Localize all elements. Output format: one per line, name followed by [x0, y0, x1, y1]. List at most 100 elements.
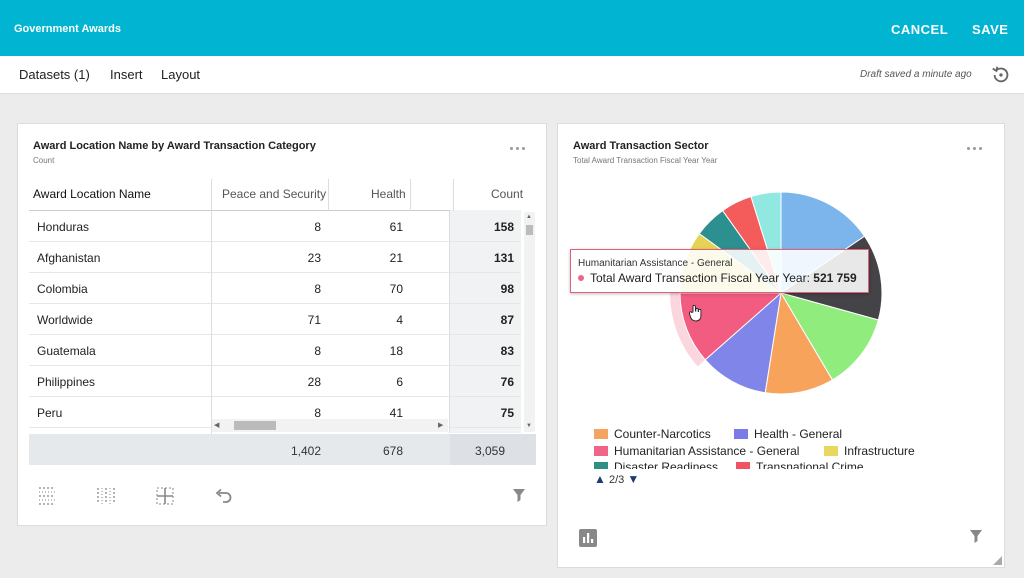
cell-peace: 71 [307, 313, 321, 327]
cell-health: 6 [396, 375, 403, 389]
cell-count: 83 [500, 344, 514, 358]
app-header: Government Awards CANCEL SAVE [0, 0, 1024, 56]
chart-type-icon[interactable] [579, 529, 597, 547]
cell-location: Philippines [37, 375, 96, 389]
tooltip-title: Humanitarian Assistance - General [578, 258, 733, 269]
scroll-left-arrow[interactable]: ◀ [214, 422, 220, 429]
legend-item-counter-narcotics[interactable]: Counter-Narcotics [594, 427, 711, 441]
undo-icon[interactable] [214, 487, 232, 505]
legend-item-disaster[interactable]: Disaster Readiness [594, 460, 718, 469]
cancel-button[interactable]: CANCEL [891, 22, 949, 37]
pie-card-subtitle: Total Award Transaction Fiscal Year Year [573, 156, 718, 165]
filter-icon[interactable] [510, 486, 528, 504]
column-header-health[interactable]: Health [371, 187, 406, 201]
cell-location: Colombia [37, 282, 88, 296]
pie-slice[interactable] [764, 291, 834, 395]
history-icon[interactable] [990, 64, 1012, 86]
legend-page: 2/3 [608, 474, 625, 486]
table-vertical-scrollbar[interactable]: ▲ ▼ [524, 212, 535, 432]
legend-swatch [734, 429, 748, 439]
table-card-title: Award Location Name by Award Transaction… [33, 140, 316, 152]
pie-slice[interactable] [679, 292, 783, 361]
cell-count: 158 [493, 220, 514, 234]
cell-count: 75 [500, 406, 514, 420]
legend-item-health[interactable]: Health - General [734, 427, 842, 441]
menu-insert[interactable]: Insert [110, 67, 143, 82]
column-spacing-icon[interactable] [97, 487, 115, 505]
hand-cursor-icon [689, 304, 702, 322]
legend-pager: ▲ 2/3 ▼ [594, 472, 639, 486]
cell-peace: 8 [314, 406, 321, 420]
save-button[interactable]: SAVE [972, 22, 1009, 37]
row-spacing-icon[interactable] [38, 487, 56, 505]
table-row[interactable]: Guatemala 8 18 83 [29, 335, 521, 366]
cell-peace: 8 [314, 344, 321, 358]
cell-health: 4 [396, 313, 403, 327]
pie-slice[interactable] [779, 292, 879, 381]
menu-datasets[interactable]: Datasets (1) [19, 67, 90, 82]
table-more-icon[interactable] [510, 146, 526, 152]
column-divider [410, 179, 411, 211]
table-row[interactable]: Honduras 8 61 158 [29, 211, 521, 242]
cell-count: 76 [500, 375, 514, 389]
column-header-peace[interactable]: Peace and Security [222, 187, 327, 201]
table-row[interactable]: Afghanistan 23 21 131 [29, 242, 521, 273]
pie-legend: Counter-Narcotics Health - General Human… [590, 425, 990, 469]
column-header-count[interactable]: Count [491, 187, 524, 201]
pie-slice[interactable] [704, 291, 782, 394]
legend-prev-arrow-icon[interactable]: ▲ [594, 472, 606, 486]
table-row[interactable]: Worldwide 71 4 87 [29, 304, 521, 335]
table-row[interactable]: Philippines 28 6 76 [29, 366, 521, 397]
total-count: 3,059 [474, 444, 505, 458]
cell-peace: 8 [314, 220, 321, 234]
column-divider [328, 179, 329, 211]
totals-row: 1,402 678 3,059 [29, 434, 536, 465]
scrollbar-thumb[interactable] [526, 225, 533, 235]
cell-health: 18 [389, 344, 403, 358]
tooltip-value: 521 759 [813, 271, 857, 285]
column-divider [211, 179, 212, 434]
legend-item-infrastructure[interactable]: Infrastructure [824, 444, 915, 458]
legend-label: Humanitarian Assistance - General [614, 444, 800, 458]
legend-swatch [736, 462, 750, 469]
pie-card-title: Award Transaction Sector [573, 140, 709, 152]
cell-peace: 8 [314, 282, 321, 296]
total-health: 678 [382, 444, 403, 458]
table-horizontal-scrollbar[interactable]: ◀ ▶ [212, 419, 448, 432]
column-divider [453, 179, 454, 211]
legend-next-arrow-icon[interactable]: ▼ [627, 472, 640, 486]
column-header-location[interactable]: Award Location Name [33, 187, 151, 201]
scrollbar-thumb[interactable] [234, 421, 276, 430]
menu-layout[interactable]: Layout [161, 67, 201, 82]
legend-label: Transnational Crime [756, 460, 864, 469]
legend-label: Infrastructure [844, 444, 915, 458]
legend-label: Health - General [754, 427, 843, 441]
cell-peace: 23 [307, 251, 321, 265]
cell-location: Afghanistan [37, 251, 101, 265]
app-title: Government Awards [14, 23, 121, 35]
table-row[interactable]: Colombia 8 70 98 [29, 273, 521, 304]
cell-count: 131 [493, 251, 514, 265]
scroll-down-arrow[interactable]: ▼ [526, 423, 532, 429]
table-card-subtitle: Count [33, 156, 55, 165]
legend-swatch [594, 429, 608, 439]
scroll-up-arrow[interactable]: ▲ [526, 214, 532, 220]
cell-location: Honduras [37, 220, 90, 234]
legend-swatch [594, 462, 608, 469]
count-column-bg [450, 210, 521, 433]
cell-health: 21 [389, 251, 403, 265]
tooltip-line: Total Award Transaction Fiscal Year Year… [578, 271, 857, 285]
filter-icon[interactable] [967, 527, 985, 545]
grid-icon[interactable] [156, 487, 174, 505]
pie-more-icon[interactable] [967, 146, 983, 152]
scroll-right-arrow[interactable]: ▶ [438, 422, 444, 429]
column-divider [449, 211, 450, 433]
cell-health: 41 [389, 406, 403, 420]
resize-handle-icon[interactable] [993, 556, 1002, 565]
legend-item-humanitarian[interactable]: Humanitarian Assistance - General [594, 444, 799, 458]
draft-status: Draft saved a minute ago [860, 69, 972, 80]
tooltip-dot [578, 275, 584, 281]
chart-tooltip: Humanitarian Assistance - General Total … [570, 249, 869, 293]
legend-item-transnational[interactable]: Transnational Crime [736, 460, 864, 469]
pie-chart[interactable] [660, 185, 900, 415]
